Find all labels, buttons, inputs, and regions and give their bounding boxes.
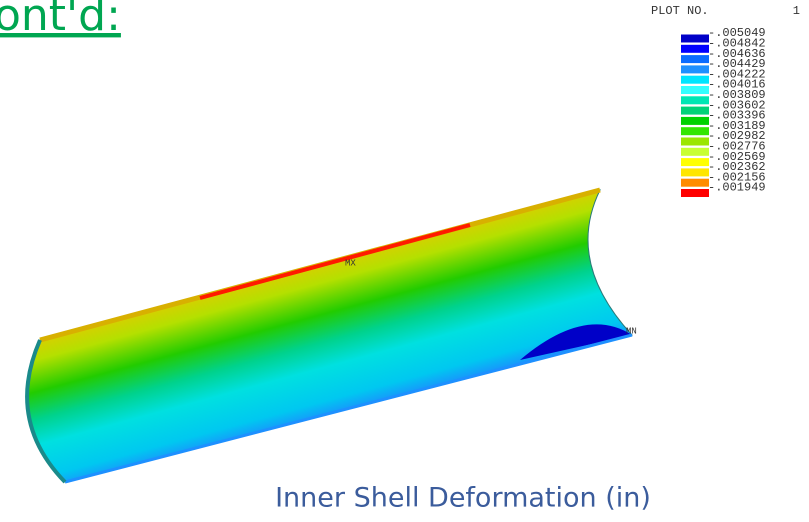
max-marker: MX bbox=[345, 258, 356, 268]
min-marker: MN bbox=[626, 326, 637, 336]
legend-swatch bbox=[681, 86, 709, 94]
legend-swatch bbox=[681, 96, 709, 104]
legend-swatch bbox=[681, 55, 709, 63]
legend-swatch bbox=[681, 179, 709, 187]
plot-label: PLOT NO. bbox=[651, 4, 709, 18]
legend-swatch bbox=[681, 117, 709, 125]
legend-swatch bbox=[681, 158, 709, 166]
legend-swatch bbox=[681, 148, 709, 156]
legend-swatch bbox=[681, 45, 709, 53]
legend-swatch bbox=[681, 76, 709, 84]
legend-swatch bbox=[681, 168, 709, 176]
legend-swatch bbox=[681, 127, 709, 135]
legend-swatch bbox=[681, 35, 709, 43]
plot-number: 1 bbox=[793, 4, 800, 18]
caption: Inner Shell Deformation (in) bbox=[275, 483, 651, 514]
figure: ont'd: MX MN PLOT NO. 1 Inner Shell Defo… bbox=[0, 0, 809, 522]
legend-swatch bbox=[681, 138, 709, 146]
legend-value: -.001949 bbox=[708, 181, 766, 195]
slide: ont'd: MX MN PLOT NO. 1 Inner Shell Defo… bbox=[0, 0, 809, 522]
shell-surface bbox=[27, 190, 632, 482]
legend-swatch bbox=[681, 65, 709, 73]
slide-title: ont'd: bbox=[0, 0, 121, 41]
legend-swatch bbox=[681, 107, 709, 115]
legend-swatch bbox=[681, 189, 709, 197]
